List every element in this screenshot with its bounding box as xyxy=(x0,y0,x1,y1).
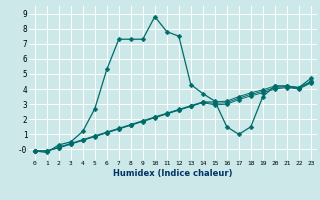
X-axis label: Humidex (Indice chaleur): Humidex (Indice chaleur) xyxy=(113,169,233,178)
